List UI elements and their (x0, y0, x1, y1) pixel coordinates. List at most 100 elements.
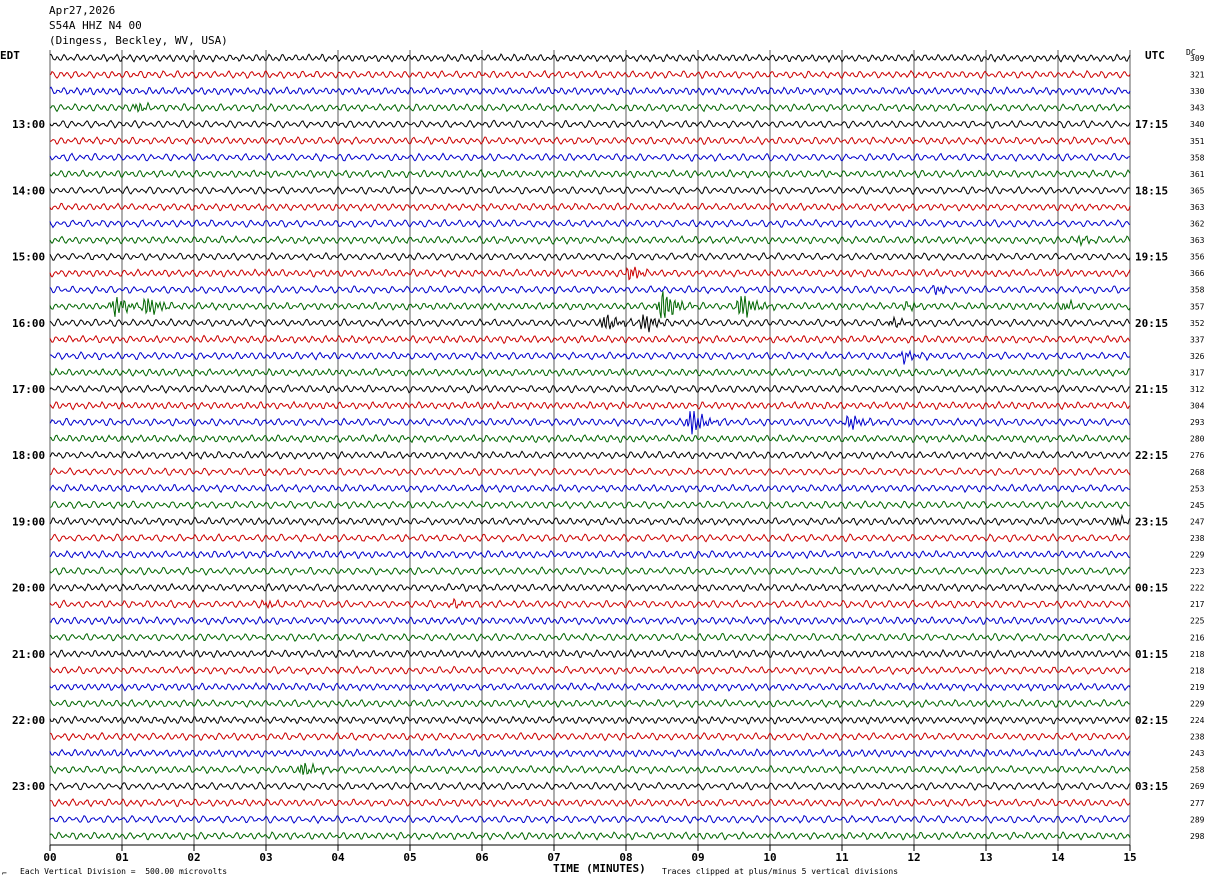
station-location: (Dingess, Beckley, WV, USA) (49, 34, 228, 47)
trace-line-45 (49, 798, 1131, 808)
trace-line-8 (49, 185, 1131, 195)
dc-offset-value: 216 (1190, 633, 1205, 642)
left-hour-label: 15:00 (12, 251, 45, 264)
trace-line-37 (49, 665, 1131, 676)
right-hour-label: 00:15 (1135, 582, 1168, 595)
left-hour-label: 23:00 (12, 780, 45, 793)
trace-line-14 (49, 284, 1131, 296)
dc-offset-value: 363 (1190, 203, 1205, 212)
left-timezone-label: EDT (0, 49, 20, 62)
trace-line-22 (49, 410, 1131, 435)
trace-line-35 (49, 632, 1131, 642)
trace-line-32 (49, 582, 1131, 593)
dc-offset-value: 218 (1190, 650, 1205, 659)
dc-offset-value: 268 (1190, 468, 1205, 477)
trace-line-39 (49, 698, 1131, 709)
trace-line-19 (49, 367, 1131, 378)
left-hour-label: 22:00 (12, 714, 45, 727)
right-hour-label: 03:15 (1135, 780, 1168, 793)
dc-offset-value: 223 (1190, 567, 1205, 576)
right-hour-label: 20:15 (1135, 317, 1168, 330)
trace-line-41 (49, 731, 1131, 742)
corner-mark: ⌐ (2, 869, 7, 878)
footer-scale-note: Each Vertical Division = 500.00 microvol… (20, 867, 228, 876)
dc-offset-value: 343 (1190, 104, 1205, 113)
right-hour-label: 23:15 (1135, 515, 1168, 528)
trace-line-3 (49, 101, 1131, 113)
x-tick-label: 06 (475, 851, 489, 864)
trace-line-18 (49, 349, 1131, 365)
right-hour-label: 21:15 (1135, 383, 1168, 396)
trace-line-33 (49, 597, 1131, 610)
x-tick-label: 05 (403, 851, 416, 864)
x-tick-label: 04 (331, 851, 345, 864)
dc-offset-value: 219 (1190, 683, 1205, 692)
dc-offset-value: 229 (1190, 699, 1205, 708)
dc-offset-value: 229 (1190, 551, 1205, 560)
trace-line-31 (49, 566, 1131, 576)
trace-line-44 (49, 781, 1131, 791)
trace-line-36 (49, 648, 1131, 659)
trace-line-24 (49, 450, 1131, 460)
x-tick-label: 08 (619, 851, 632, 864)
x-tick-label: 09 (691, 851, 704, 864)
dc-offset-value: 277 (1190, 799, 1205, 808)
left-hour-label: 17:00 (12, 383, 45, 396)
right-hour-label: 18:15 (1135, 184, 1168, 197)
x-tick-label: 01 (115, 851, 129, 864)
dc-offset-value: 362 (1190, 220, 1205, 229)
dc-offset-value: 309 (1190, 54, 1205, 63)
dc-offset-value: 358 (1190, 153, 1205, 162)
trace-line-40 (49, 715, 1131, 725)
x-tick-label: 15 (1123, 851, 1136, 864)
x-tick-label: 07 (547, 851, 560, 864)
dc-offset-value: 337 (1190, 335, 1205, 344)
right-hour-label: 22:15 (1135, 449, 1168, 462)
trace-line-23 (49, 433, 1131, 444)
trace-line-15 (49, 291, 1131, 319)
trace-line-34 (49, 615, 1131, 626)
x-axis-title: TIME (MINUTES) (553, 862, 646, 875)
x-tick-label: 13 (979, 851, 992, 864)
footer-clip-note: Traces clipped at plus/minus 5 vertical … (662, 867, 899, 876)
station-code: S54A HHZ N4 00 (49, 19, 142, 32)
dc-offset-value: 276 (1190, 451, 1205, 460)
dc-offset-value: 217 (1190, 600, 1205, 609)
dc-offset-value: 238 (1190, 534, 1205, 543)
x-tick-label: 10 (763, 851, 776, 864)
trace-line-30 (49, 550, 1131, 560)
dc-offset-value: 312 (1190, 385, 1205, 394)
right-hour-label: 01:15 (1135, 648, 1168, 661)
left-hour-label: 19:00 (12, 515, 45, 528)
dc-offset-value: 363 (1190, 236, 1205, 245)
trace-line-43 (49, 762, 1131, 776)
dc-offset-value: 357 (1190, 302, 1205, 311)
dc-offset-value: 245 (1190, 501, 1205, 510)
dc-offset-value: 258 (1190, 766, 1205, 775)
trace-line-16 (49, 314, 1131, 333)
trace-line-27 (49, 500, 1131, 510)
dc-offset-value: 289 (1190, 815, 1205, 824)
dc-offset-value: 356 (1190, 253, 1205, 262)
dc-offset-value: 238 (1190, 733, 1205, 742)
left-hour-label: 21:00 (12, 648, 45, 661)
dc-offset-value: 243 (1190, 749, 1205, 758)
x-tick-label: 02 (187, 851, 200, 864)
trace-line-25 (49, 467, 1131, 477)
dc-offset-value: 351 (1190, 137, 1205, 146)
dc-offset-value: 280 (1190, 435, 1205, 444)
x-tick-label: 11 (835, 851, 849, 864)
dc-offset-value: 361 (1190, 170, 1205, 179)
right-hour-label: 19:15 (1135, 251, 1168, 264)
trace-line-6 (49, 152, 1131, 162)
dc-offset-value: 293 (1190, 418, 1205, 427)
dc-offset-value: 340 (1190, 120, 1205, 129)
dc-offset-value: 330 (1190, 87, 1205, 96)
x-tick-label: 00 (43, 851, 56, 864)
dc-offset-value: 253 (1190, 484, 1205, 493)
trace-line-9 (49, 202, 1131, 212)
trace-line-1 (49, 69, 1131, 80)
trace-line-4 (49, 119, 1131, 129)
x-tick-label: 14 (1051, 851, 1065, 864)
dc-offset-value: 365 (1190, 186, 1205, 195)
